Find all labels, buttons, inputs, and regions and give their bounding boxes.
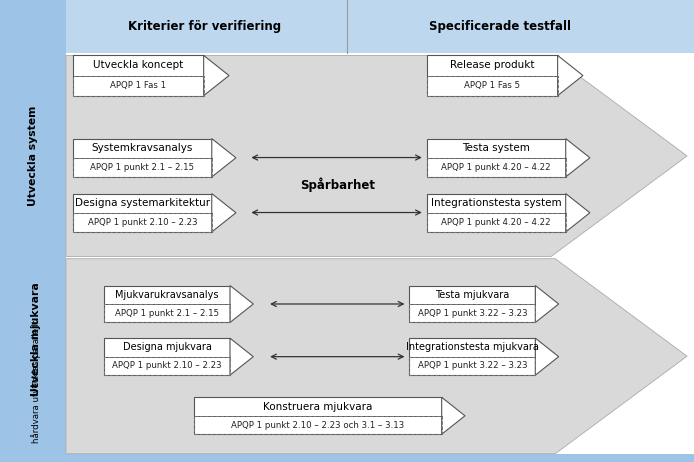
Polygon shape	[66, 259, 687, 454]
Bar	[409, 338, 535, 375]
Text: Integrationstesta mjukvara: Integrationstesta mjukvara	[406, 342, 539, 353]
Polygon shape	[212, 194, 236, 232]
Polygon shape	[230, 338, 253, 375]
Bar	[73, 139, 212, 177]
Polygon shape	[230, 286, 253, 322]
Bar	[194, 397, 441, 434]
Bar	[427, 158, 566, 177]
Text: Testa system: Testa system	[462, 143, 530, 153]
Text: Integrationstesta system: Integrationstesta system	[431, 198, 561, 208]
Bar	[104, 286, 230, 322]
Text: APQP 1 punkt 2.10 – 2.23: APQP 1 punkt 2.10 – 2.23	[87, 218, 197, 227]
Bar	[73, 158, 212, 177]
Text: APQP 1 Fas 5: APQP 1 Fas 5	[464, 81, 520, 90]
Text: APQP 1 punkt 2.10 – 2.23 och 3.1 – 3.13: APQP 1 punkt 2.10 – 2.23 och 3.1 – 3.13	[231, 420, 405, 430]
Bar	[409, 357, 535, 375]
Bar	[104, 304, 230, 322]
Bar	[194, 416, 441, 434]
Bar	[427, 213, 566, 232]
Text: Utveckla system: Utveckla system	[28, 105, 38, 206]
Text: Testa mjukvara: Testa mjukvara	[435, 290, 509, 300]
Text: APQP 1 punkt 4.20 – 4.22: APQP 1 punkt 4.20 – 4.22	[441, 218, 551, 227]
Text: Designa systemarkitektur: Designa systemarkitektur	[75, 198, 210, 208]
Polygon shape	[557, 55, 583, 96]
Text: Utveckla mjukvara: Utveckla mjukvara	[31, 283, 41, 396]
Text: Utveckla koncept: Utveckla koncept	[93, 61, 183, 71]
Bar	[104, 357, 230, 375]
Polygon shape	[566, 139, 590, 177]
Bar	[73, 55, 203, 96]
Polygon shape	[203, 55, 229, 96]
Bar	[427, 75, 557, 96]
Text: Konstruera mjukvara: Konstruera mjukvara	[263, 401, 373, 412]
Polygon shape	[566, 194, 590, 232]
Text: APQP 1 punkt 2.10 – 2.23: APQP 1 punkt 2.10 – 2.23	[112, 361, 222, 371]
Bar	[73, 75, 203, 96]
Polygon shape	[441, 397, 465, 434]
Text: Mjukvarukravsanalys: Mjukvarukravsanalys	[115, 290, 219, 300]
Text: APQP 1 punkt 3.22 – 3.23: APQP 1 punkt 3.22 – 3.23	[418, 309, 527, 318]
Polygon shape	[535, 286, 559, 322]
Bar	[427, 139, 566, 177]
Bar	[66, 0, 694, 53]
Text: Release produkt: Release produkt	[450, 61, 534, 71]
Text: Systemkravsanalys: Systemkravsanalys	[92, 143, 193, 153]
Text: Spårbarhet: Spårbarhet	[301, 177, 375, 192]
Text: APQP 1 punkt 2.1 – 2.15: APQP 1 punkt 2.1 – 2.15	[115, 309, 219, 318]
Text: Specificerade testfall: Specificerade testfall	[429, 20, 570, 33]
Bar	[73, 213, 212, 232]
Bar	[409, 304, 535, 322]
Bar	[0, 0, 66, 462]
Text: APQP 1 punkt 3.22 – 3.23: APQP 1 punkt 3.22 – 3.23	[418, 361, 527, 371]
Bar	[409, 286, 535, 322]
Polygon shape	[212, 139, 236, 177]
Text: APQP 1 Fas 1: APQP 1 Fas 1	[110, 81, 167, 90]
Polygon shape	[535, 338, 559, 375]
Text: Designa mjukvara: Designa mjukvara	[123, 342, 212, 353]
Bar	[427, 194, 566, 232]
Bar	[66, 454, 694, 462]
Text: APQP 1 punkt 4.20 – 4.22: APQP 1 punkt 4.20 – 4.22	[441, 163, 551, 172]
Text: APQP 1 punkt 2.1 – 2.15: APQP 1 punkt 2.1 – 2.15	[90, 163, 194, 172]
Polygon shape	[66, 55, 687, 256]
Bar	[427, 55, 557, 96]
Bar	[104, 338, 230, 375]
Bar	[73, 194, 212, 232]
Text: hårdvara utvecklas parallellt: hårdvara utvecklas parallellt	[31, 320, 41, 443]
Text: Kriterier för verifiering: Kriterier för verifiering	[128, 20, 281, 33]
